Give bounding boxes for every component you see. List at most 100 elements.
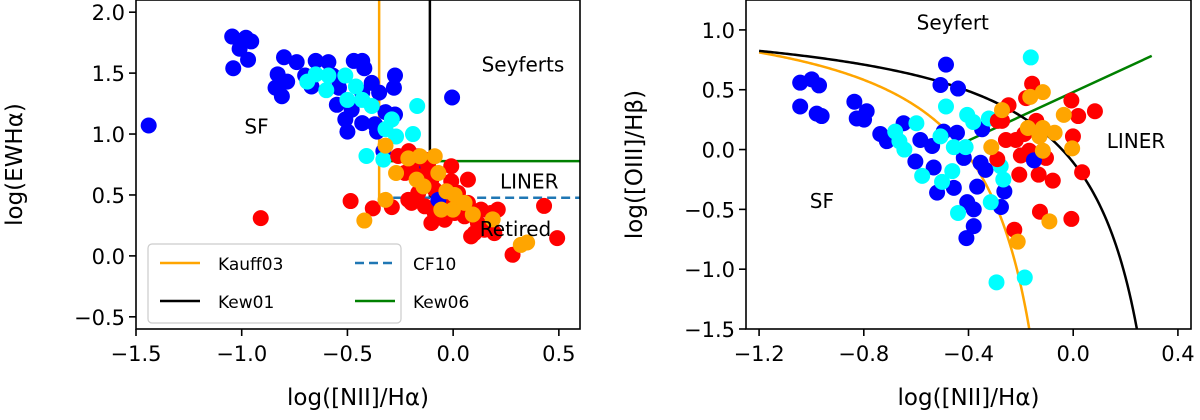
data-point [932, 128, 949, 145]
data-point [813, 108, 830, 125]
data-point [994, 102, 1011, 119]
data-point [433, 201, 450, 218]
data-point [387, 67, 403, 84]
data-point [1019, 120, 1036, 137]
annotation-seyfert: Seyfert [917, 11, 989, 35]
data-point [307, 52, 324, 69]
series-4 [983, 84, 1081, 250]
data-point [430, 165, 447, 182]
data-point [404, 126, 421, 143]
series-1 [299, 66, 426, 168]
right-panel: Seyfert LINER SF −1.2 −0.8 −0.4 0.0 0.4 1.0 0.5 0.… [622, 0, 1195, 411]
data-point [982, 194, 999, 211]
y-tick-label: −1.0 [684, 258, 735, 282]
x-tick-label: 0.4 [1161, 342, 1194, 366]
x-tick-label: −0.8 [838, 342, 889, 366]
x-axis-label: log([NII]/Hα) [287, 385, 429, 411]
annotation-retired: Retired [480, 217, 551, 241]
data-point [339, 91, 356, 108]
data-point [932, 76, 949, 93]
data-point [411, 148, 428, 165]
y-tick-label: 2.0 [92, 1, 125, 25]
data-point [1031, 128, 1048, 145]
data-point [231, 40, 248, 57]
data-point [377, 191, 394, 208]
data-point [464, 206, 481, 223]
annotation-liner: LINER [500, 170, 559, 194]
data-point [536, 197, 553, 214]
legend-label-kauff03: Kauff03 [218, 255, 283, 275]
data-point [339, 123, 356, 140]
data-point [356, 212, 373, 229]
data-point [423, 214, 440, 231]
curve-kauff03 [758, 51, 1031, 329]
legend-box [147, 243, 402, 324]
data-point [950, 204, 967, 221]
left-panel: SF Seyferts LINER Retired −1.5 −1.0 −0.5 0.0 0.5… [2, 0, 581, 411]
data-point [519, 234, 536, 251]
x-tick-label: −0.5 [322, 342, 373, 366]
data-point [1064, 140, 1081, 157]
data-point [908, 115, 925, 132]
annotation-liner: LINER [1107, 129, 1166, 153]
data-point [1070, 108, 1087, 125]
y-tick-label: 1.0 [92, 123, 125, 147]
data-point [1030, 166, 1047, 183]
legend: Kauff03 CF10 Kew01 Kew06 [147, 243, 469, 324]
data-point [977, 161, 994, 178]
data-point [385, 79, 402, 96]
data-point [969, 178, 986, 195]
data-point [224, 28, 241, 45]
data-point [958, 230, 975, 247]
data-point [1016, 269, 1033, 286]
data-point [937, 98, 954, 115]
data-point [443, 158, 460, 175]
plot-area [758, 49, 1153, 329]
y-tick-label: 0.5 [702, 79, 735, 103]
legend-label-kew06: Kew06 [413, 293, 469, 313]
y-tick-label: −0.5 [74, 306, 125, 330]
x-tick-label: 0.5 [542, 342, 575, 366]
annotation-seyferts: Seyferts [482, 53, 565, 77]
data-point [377, 137, 394, 154]
data-point [957, 139, 974, 156]
annotation-sf: SF [244, 115, 268, 139]
data-point [1024, 75, 1041, 92]
y-axis-label: log([OIII]/Hβ) [622, 90, 648, 239]
data-point [549, 230, 566, 247]
data-point [1034, 84, 1051, 101]
data-point [444, 201, 461, 218]
data-point [400, 191, 417, 208]
series-1 [887, 49, 1039, 291]
x-tick-label: 0.0 [436, 342, 469, 366]
annotation-sf: SF [810, 189, 834, 213]
data-point [375, 151, 392, 168]
data-point [288, 54, 305, 71]
data-point [1064, 128, 1081, 145]
data-point [950, 80, 967, 97]
data-point [363, 98, 380, 115]
data-point [318, 82, 335, 99]
data-point [912, 131, 929, 148]
data-point [358, 147, 375, 164]
data-point [484, 211, 501, 228]
x-tick-label: −1.0 [216, 342, 267, 366]
data-point [1046, 124, 1063, 141]
data-point [356, 60, 373, 77]
data-point [988, 274, 1005, 291]
data-point [983, 139, 1000, 156]
data-point [240, 51, 257, 68]
data-point [444, 89, 461, 106]
data-point [273, 88, 290, 105]
y-axis-label: log(EWHα) [2, 103, 28, 226]
x-tick-label: −1.5 [111, 342, 162, 366]
data-point [426, 148, 443, 165]
data-point [276, 49, 292, 66]
data-point [320, 67, 337, 84]
data-point [856, 111, 873, 128]
data-point [243, 33, 260, 50]
axes-frame [745, 0, 1192, 330]
data-point [415, 178, 432, 195]
data-point [925, 159, 942, 176]
